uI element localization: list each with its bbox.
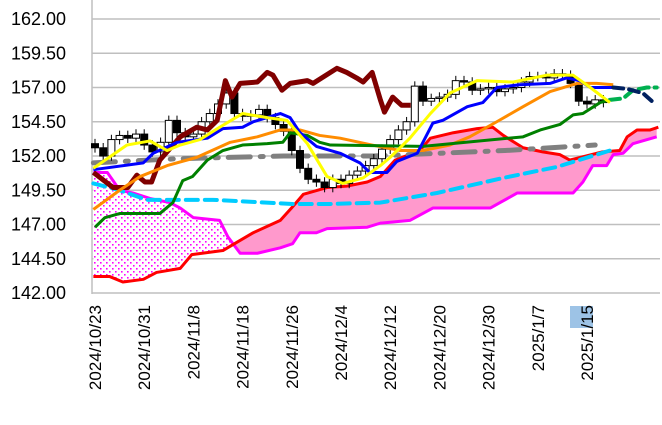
candle-body <box>427 97 436 102</box>
x-tick-label: 2024/10/31 <box>135 305 154 390</box>
candle-body <box>91 143 99 149</box>
candle-body <box>410 85 419 123</box>
candle-body <box>296 150 304 169</box>
ma-25-line <box>92 81 614 211</box>
y-tick-label: 157.00 <box>11 78 66 98</box>
candle-body <box>99 147 108 157</box>
candle-body <box>123 134 132 139</box>
chikou-line <box>91 65 411 191</box>
candle-body <box>460 80 468 83</box>
candle-body <box>402 121 411 131</box>
candle-body <box>394 129 403 141</box>
candle-body <box>148 144 157 153</box>
y-tick-label: 154.50 <box>11 112 66 132</box>
y-tick-label: 152.00 <box>11 146 66 166</box>
candle-body <box>164 119 173 143</box>
candle-body <box>140 133 149 146</box>
candle-body <box>132 133 140 139</box>
x-axis: 2024/10/23 2024/10/31 2024/11/8 2024/11/18 2… <box>86 305 597 390</box>
x-tick-label: 2024/12/20 <box>430 305 449 390</box>
x-tick-label: 2024/12/4 <box>332 305 351 381</box>
candle-body <box>304 167 313 180</box>
y-tick-label: 162.00 <box>11 9 66 29</box>
x-tick-label: 2024/11/18 <box>234 305 253 389</box>
x-tick-label: 2024/11/8 <box>184 305 203 379</box>
candle-body <box>369 158 378 167</box>
y-tick-label: 149.50 <box>11 180 66 200</box>
selection-highlight <box>570 306 593 328</box>
candle-body <box>435 96 444 99</box>
ichimoku-cloud <box>93 127 657 283</box>
y-tick-label: 144.50 <box>11 249 66 269</box>
cloud-bullish-fill <box>93 127 657 254</box>
candle-body <box>501 88 509 93</box>
indicator-lines-back <box>90 125 659 284</box>
y-tick-label: 142.00 <box>11 283 66 303</box>
candle-body <box>509 87 518 90</box>
x-tick-label: 2024/12/30 <box>480 305 499 390</box>
x-tick-label: 2024/12/12 <box>381 305 400 390</box>
candle-body <box>205 113 214 123</box>
y-tick-label: 159.50 <box>11 43 66 63</box>
candle-body <box>173 119 181 134</box>
x-tick-label: 2025/1/15 <box>578 305 597 381</box>
ma-5-line <box>92 73 611 185</box>
candle-body <box>320 181 329 189</box>
y-axis: 162.00 159.50 157.00 154.50 152.00 149.50 147.… <box>11 9 66 303</box>
candle-body <box>189 133 198 138</box>
candle-body <box>476 88 485 91</box>
indicator-lines-front <box>91 65 659 229</box>
candle-body <box>583 100 591 105</box>
candle-body <box>484 87 493 90</box>
candle-body <box>419 85 427 102</box>
candle-body <box>255 108 263 116</box>
tenkan-forecast-line <box>611 85 656 105</box>
x-tick-label: 2024/10/23 <box>86 305 105 390</box>
candle-body <box>312 178 321 183</box>
ma-200-line <box>91 148 612 206</box>
candle-body <box>353 170 362 176</box>
x-tick-label: 2024/11/26 <box>283 305 302 389</box>
candle-body <box>378 148 386 160</box>
x-tick-label: 2025/1/7 <box>529 305 548 371</box>
kijun-line <box>93 98 611 229</box>
y-tick-label: 147.00 <box>11 215 66 235</box>
candle-body <box>115 134 124 141</box>
candle-body <box>574 82 583 102</box>
cloud-bearish-fill <box>93 127 657 283</box>
ma-75-line <box>90 142 598 166</box>
